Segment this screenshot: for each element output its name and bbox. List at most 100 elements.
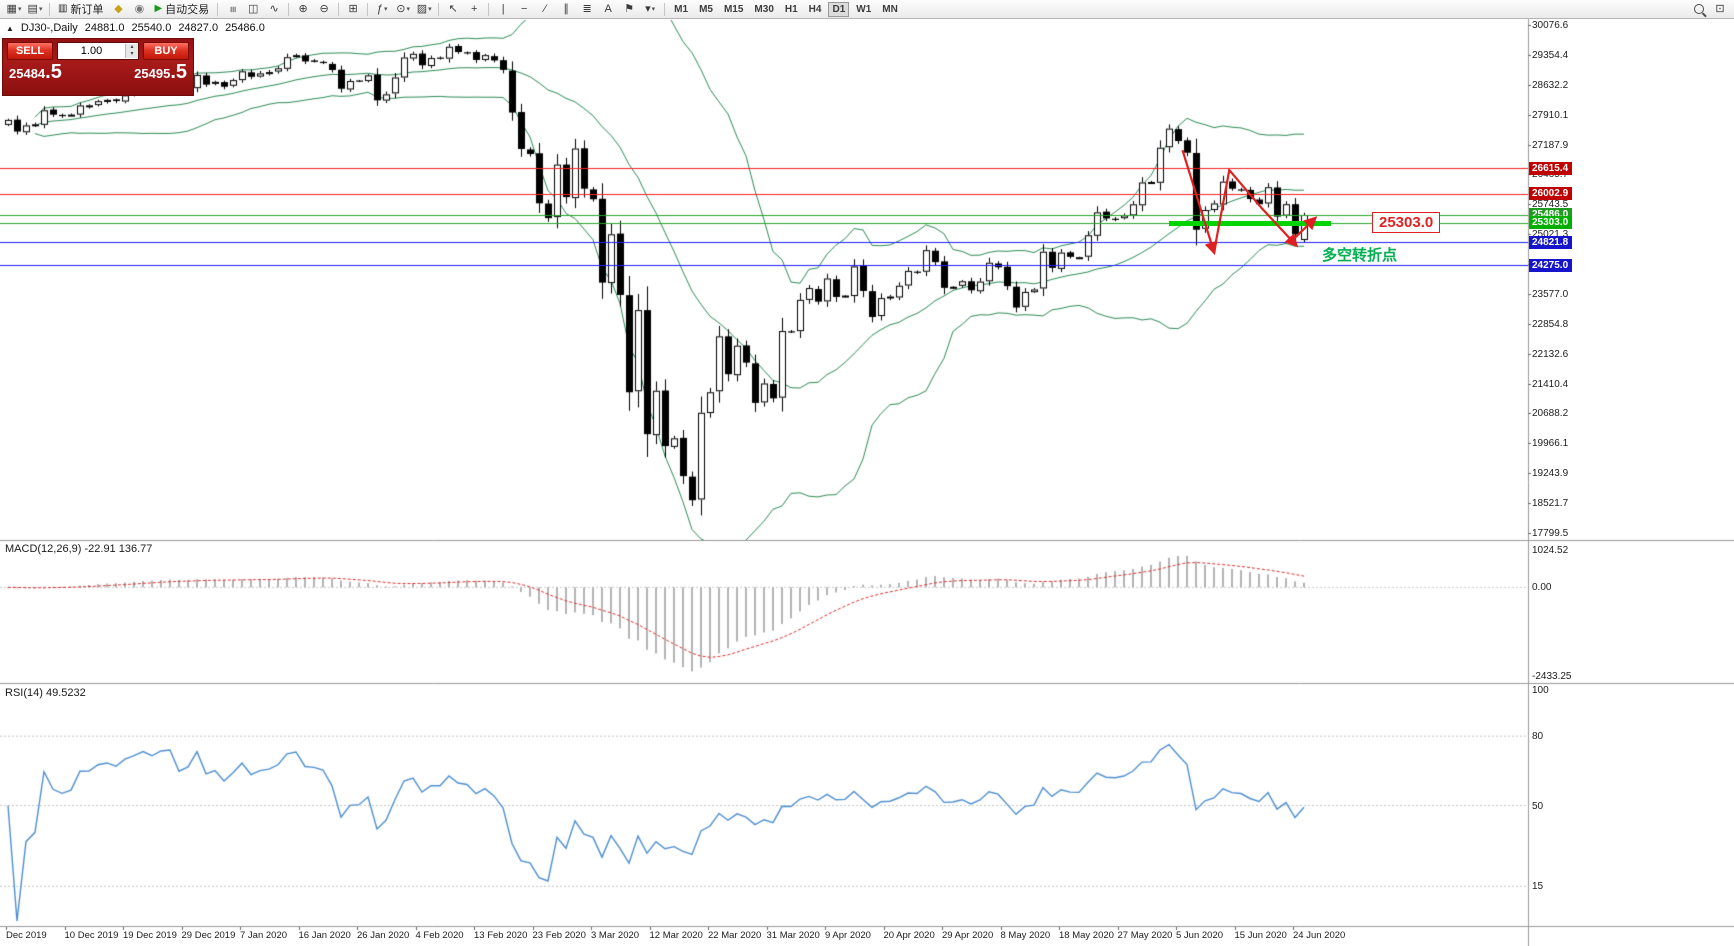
fibonacci-retracement-icon[interactable]: ≣	[582, 2, 592, 15]
fullscreen-icon[interactable]: ⊡	[1715, 2, 1725, 15]
horizontal-line-icon[interactable]: −	[520, 2, 528, 15]
date-axis-label: 8 May 2020	[1000, 930, 1051, 941]
price-axis-label: 22132.6	[1532, 348, 1569, 360]
toolbar-separator	[49, 2, 50, 16]
crosshair-icon[interactable]: +	[470, 2, 478, 15]
price-axis-label: 28632.2	[1532, 79, 1569, 91]
volume-down-icon[interactable]: ▾	[126, 51, 138, 58]
autotrading-button-label: 自动交易	[165, 4, 210, 16]
date-axis-label: 15 Jun 2020	[1234, 930, 1287, 941]
new-chart-icon-dropdown: ▾	[17, 6, 22, 13]
vertical-line-icon[interactable]: |	[501, 2, 505, 15]
rsi-axis-label: 100	[1532, 685, 1549, 696]
hline-price-tag: 24275.0	[1529, 258, 1573, 272]
tile-windows-icon[interactable]: ⊞	[348, 2, 358, 15]
toolbar-separator	[438, 2, 440, 16]
timeframe-h1-button[interactable]: H1	[781, 2, 802, 17]
price-axis-label: 20688.2	[1532, 408, 1569, 420]
price-axis-label: 22854.8	[1532, 318, 1569, 330]
timeframe-d1-button[interactable]: D1	[828, 1, 850, 17]
toolbar-separator	[288, 2, 290, 16]
date-axis-label: 27 May 2020	[1117, 930, 1173, 941]
date-axis-label: 24 Jun 2020	[1293, 930, 1346, 941]
price-axis-label: 18521.7	[1532, 498, 1569, 510]
date-axis-label: 9 Apr 2020	[825, 930, 871, 941]
volume-up-icon[interactable]: ▴	[126, 44, 138, 51]
date-axis-label: 4 Feb 2020	[415, 930, 464, 941]
timeframe-m1-button[interactable]: M1	[670, 2, 692, 17]
price-axis-label: 27187.9	[1532, 139, 1569, 151]
text-tool-icon[interactable]: A	[604, 2, 612, 15]
timeframe-m30-button[interactable]: M30	[750, 2, 777, 17]
profiles-icon[interactable]: ▤ ▾	[27, 2, 43, 15]
price-axis-label: 27910.1	[1532, 109, 1569, 121]
timeframe-h4-button[interactable]: H4	[805, 2, 826, 17]
date-axis-label: 26 Jan 2020	[357, 930, 410, 941]
chart-caption: ▲ DJ30-,Daily 24881.0 25540.0 24827.0 25…	[6, 22, 265, 34]
date-axis-label: 29 Apr 2020	[942, 930, 994, 941]
templates-icon[interactable]: ▨ ▾	[416, 2, 432, 15]
line-chart-icon[interactable]: ∿	[269, 2, 279, 15]
arrows-tool-icon[interactable]: ▾ ▾	[645, 2, 656, 15]
equidistant-channel-icon[interactable]: ∥	[563, 2, 569, 15]
turning-point-note[interactable]: 多空转折点	[1322, 247, 1398, 264]
date-axis-label: 23 Feb 2020	[532, 930, 586, 941]
text-label-icon[interactable]: ⚑	[624, 2, 635, 15]
volume-spinner: ▴ ▾	[125, 44, 138, 58]
macd-axis-label: 0.00	[1532, 582, 1552, 594]
toolbar-separator	[488, 2, 490, 16]
trendline-icon[interactable]: ∕	[544, 2, 547, 15]
price-axis-label: 26465.7	[1532, 169, 1569, 181]
rsi-axis-label: 50	[1532, 800, 1544, 812]
indicators-icon[interactable]: ƒ ▾	[376, 2, 388, 15]
new-order-button[interactable]: ▥ 新订单	[54, 1, 107, 18]
price-axis-label: 25743.5	[1532, 199, 1569, 211]
arrows-tool-icon-dropdown: ▾	[651, 6, 656, 13]
zoom-in-icon[interactable]: ⊕	[298, 2, 308, 15]
new-chart-icon[interactable]: ▦ ▾	[6, 2, 22, 15]
toolbar: ▦ ▾ ▤ ▾ ▥ 新订单 ◆ ◉ ▶ 自动交易 ≡ ◫ ∿ ⊕ ⊖ ⊞ ƒ ▾ ⊙ ▾ ▨ ▾ ↖ + | − ∕ ∥ ≣ A ⚑ ▾ ▾ M1…	[0, 0, 1734, 19]
hline-price-tag: 24821.8	[1529, 235, 1573, 249]
macd-indicator-label: MACD(12,26,9) -22.91 136.77	[5, 543, 153, 555]
price-axis-label: 23577.0	[1532, 288, 1569, 300]
metaeditor-icon[interactable]: ◆	[114, 2, 123, 15]
toolbar-separator	[664, 2, 666, 16]
volume-input[interactable]	[58, 45, 125, 57]
bar-chart-icon[interactable]: ≡	[226, 5, 239, 13]
price-axis-label: 19243.9	[1532, 468, 1569, 480]
one-click-collapse-icon[interactable]: ▲	[6, 24, 14, 33]
one-click-trading-panel: SELL ▴ ▾ BUY 25484.5 25495.5	[2, 38, 194, 96]
timeframe-m15-button[interactable]: M15	[720, 2, 747, 17]
history-center-icon[interactable]: ◉	[134, 2, 145, 15]
search-icon[interactable]	[1689, 1, 1709, 17]
periods-icon[interactable]: ⊙ ▾	[396, 2, 411, 15]
toolbar-separator	[217, 2, 219, 16]
support-trendline[interactable]	[1169, 220, 1331, 226]
date-axis-label: 29 Dec 2019	[181, 930, 236, 941]
volume-field: ▴ ▾	[57, 42, 139, 60]
timeframe-w1-button[interactable]: W1	[852, 2, 875, 17]
hline-price-tag: 25303.0	[1529, 216, 1573, 230]
templates-icon-dropdown: ▾	[428, 6, 432, 13]
price-tag-label[interactable]: 25303.0	[1372, 212, 1441, 233]
autotrading-button[interactable]: ▶ 自动交易	[150, 1, 213, 18]
candlestick-chart-icon[interactable]: ◫	[247, 2, 259, 15]
sell-button[interactable]: SELL	[7, 42, 53, 60]
hline-price-tag: 26615.4	[1529, 161, 1573, 175]
indicators-icon-dropdown: ▾	[383, 6, 388, 13]
buy-button[interactable]: BUY	[143, 42, 189, 60]
price-axis-label: 17799.5	[1532, 528, 1569, 539]
date-axis-label: 5 Jun 2020	[1176, 930, 1224, 941]
zoom-out-icon[interactable]: ⊖	[319, 2, 329, 15]
new-order-icon: ▥	[58, 3, 68, 14]
date-axis-label: 22 Mar 2020	[708, 930, 762, 941]
toolbar-separator	[338, 2, 340, 16]
date-axis-label: 12 Mar 2020	[649, 930, 703, 941]
cursor-icon[interactable]: ↖	[448, 2, 458, 15]
date-axis-label: 13 Feb 2020	[474, 930, 528, 941]
date-axis-label: 7 Jan 2020	[240, 930, 288, 941]
timeframe-mn-button[interactable]: MN	[878, 2, 902, 17]
timeframe-m5-button[interactable]: M5	[695, 2, 717, 17]
periods-icon-dropdown: ▾	[406, 6, 411, 13]
